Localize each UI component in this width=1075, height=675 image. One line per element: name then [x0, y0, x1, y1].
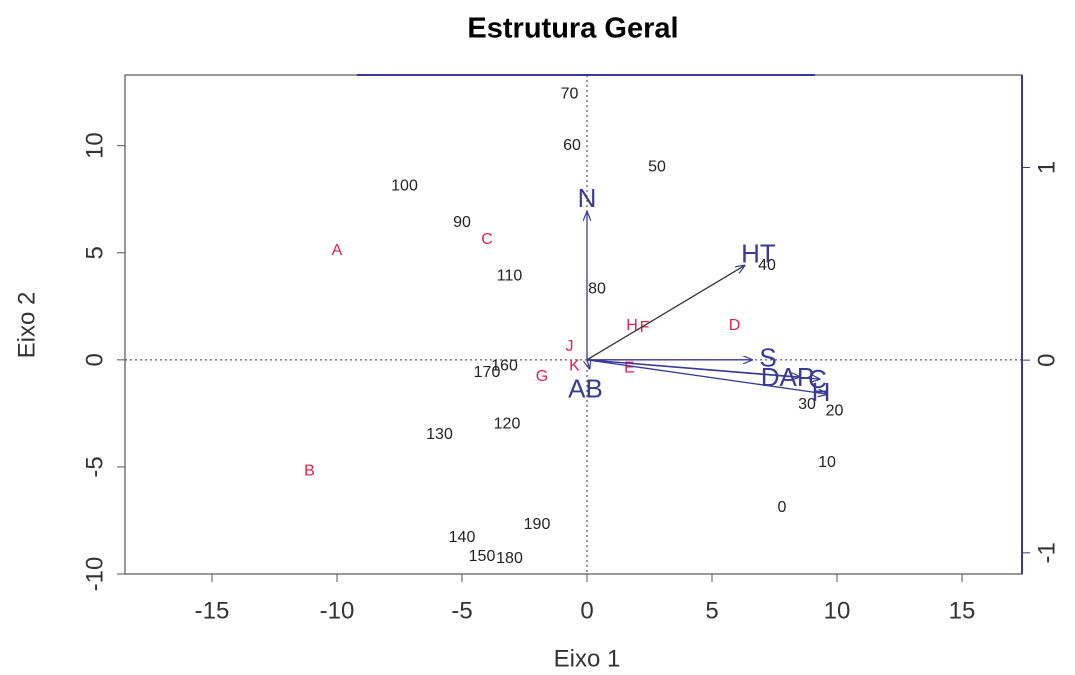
site-label: 100 [391, 178, 418, 195]
site-label: 110 [497, 268, 523, 285]
species-label: B [304, 462, 315, 479]
site-label: 50 [648, 158, 666, 175]
x-tick-label: 10 [824, 597, 851, 624]
chart-title: Estrutura Geral [467, 13, 678, 45]
site-label: 70 [561, 85, 579, 102]
variable-arrow [586, 359, 820, 379]
variable-arrow [586, 266, 745, 361]
species-label: A [332, 242, 343, 259]
species-label: D [729, 317, 741, 334]
site-label: 90 [453, 214, 471, 231]
species-label: H [626, 317, 638, 334]
site-label: 140 [449, 529, 476, 546]
site-label: 160 [491, 357, 518, 374]
x-tick-label: -10 [320, 597, 355, 624]
site-label: 170 [474, 364, 501, 381]
y2-tick-label: -1 [1033, 542, 1060, 563]
species-label: K [569, 357, 580, 374]
site-label: 0 [778, 499, 787, 516]
site-label: 190 [524, 516, 551, 533]
y-tick-label: 5 [81, 246, 108, 259]
variable-label: DAP [761, 362, 814, 392]
x-tick-label: -15 [195, 597, 230, 624]
variable-label: H [812, 377, 831, 407]
variable-arrow [586, 359, 827, 394]
y2-tick-label: 1 [1033, 161, 1060, 174]
species-label: J [566, 338, 574, 355]
x-axis-label: Eixo 1 [554, 645, 621, 672]
variable-label: N [578, 183, 597, 213]
site-label: 180 [496, 550, 523, 567]
variable-label: AB [568, 373, 603, 403]
x-tick-label: 15 [949, 597, 976, 624]
site-label: 30 [798, 396, 816, 413]
species-label: F [640, 319, 650, 336]
site-label: 120 [494, 415, 521, 432]
site-label: 130 [426, 426, 453, 443]
y-tick-label: 10 [81, 132, 108, 159]
site-label: 60 [563, 137, 581, 154]
species-label: G [536, 368, 548, 385]
variable-label: S [759, 343, 776, 373]
variable-label: HT [741, 238, 776, 268]
x-tick-label: -5 [451, 597, 472, 624]
variable-arrow [587, 360, 590, 369]
site-label: 40 [758, 257, 776, 274]
site-label: 10 [818, 454, 836, 471]
y-axis-label: Eixo 2 [13, 292, 40, 359]
x-tick-label: 0 [580, 597, 593, 624]
y-tick-label: -10 [81, 557, 108, 592]
species-label: E [624, 360, 635, 377]
y2-tick-label: 0 [1033, 353, 1060, 366]
y-tick-label: 0 [81, 353, 108, 366]
site-label: 20 [826, 402, 844, 419]
variable-label: C [808, 364, 827, 394]
y-tick-label: -5 [81, 456, 108, 477]
site-label: 80 [588, 280, 606, 297]
species-label: C [481, 231, 493, 248]
x-tick-label: 5 [705, 597, 718, 624]
site-label: 150 [469, 548, 496, 565]
